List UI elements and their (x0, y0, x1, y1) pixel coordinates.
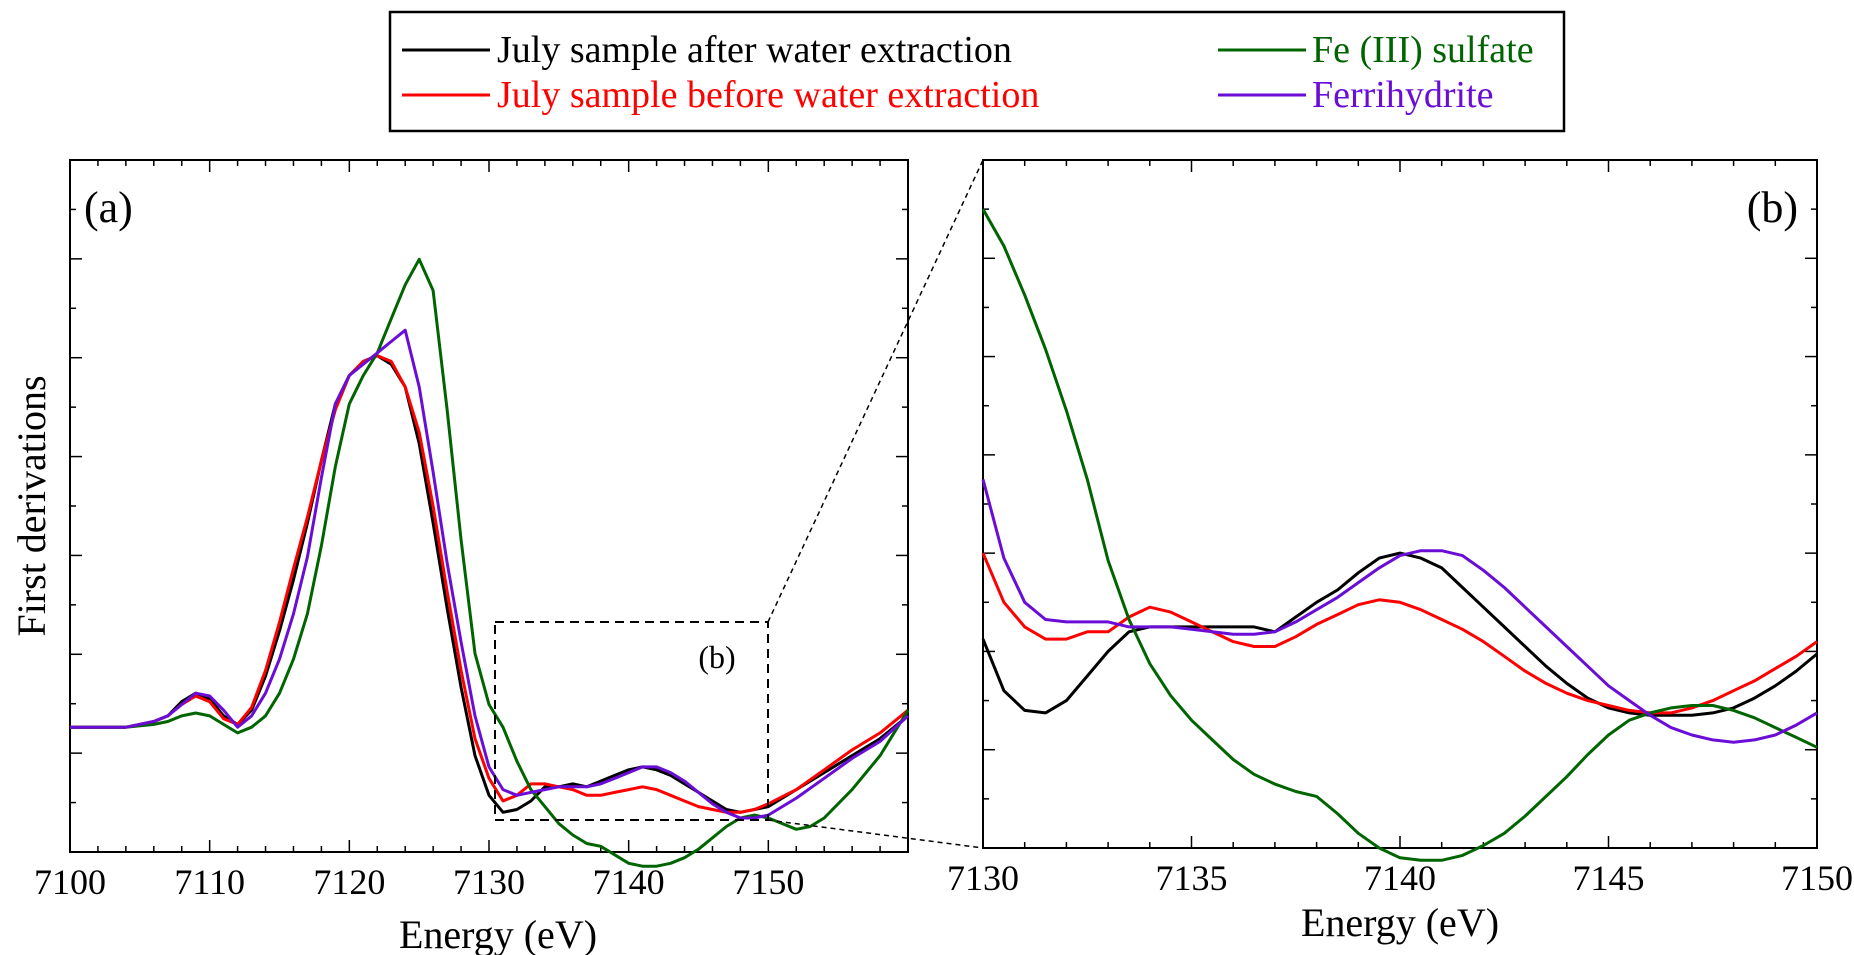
series-line-july-sample-after-water-extraction (70, 354, 909, 814)
panel-a: 7100 7110 7120 7130 7140 7150 (b) (a) Energy … (9, 159, 910, 955)
panel-a-ylabel: First derivations (9, 375, 54, 636)
legend-label-sulfate: Fe (III) sulfate (1312, 29, 1534, 71)
legend-label-after: July sample after water extraction (497, 29, 1012, 71)
panel-a-series (70, 257, 910, 868)
panel-b: 7130 7135 7140 7145 7150 (b) Energy (eV) (947, 159, 1853, 945)
panel-b-series (981, 208, 1818, 862)
x-tick-label: 7130 (947, 858, 1019, 898)
x-tick-label: 7145 (1573, 858, 1645, 898)
x-tick-label: 7130 (453, 862, 525, 902)
series-line-ferrihydrite (981, 479, 1818, 744)
panel-b-xlabel: Energy (eV) (1301, 900, 1499, 945)
zoom-region-label: (b) (698, 639, 735, 675)
series-line-july-sample-before-water-extraction (70, 354, 909, 814)
x-tick-label: 7120 (313, 862, 385, 902)
legend-label-ferrihydrite: Ferrihydrite (1312, 74, 1494, 116)
x-tick-label: 7140 (593, 862, 665, 902)
zoom-region-box (494, 621, 769, 821)
legend: July sample after water extraction July … (388, 10, 1566, 133)
series-line-fe-iii-sulfate (981, 208, 1818, 862)
zoom-connector-bottom (767, 819, 984, 849)
panel-a-frame (69, 159, 909, 853)
x-tick-label: 7110 (174, 862, 245, 902)
panel-b-frame (982, 159, 1818, 849)
legend-label-before: July sample before water extraction (497, 74, 1039, 116)
x-tick-label: 7140 (1364, 858, 1436, 898)
panel-a-xlabel: Energy (eV) (399, 912, 597, 955)
series-line-ferrihydrite (70, 328, 910, 820)
x-tick-label: 7100 (34, 862, 106, 902)
panel-b-label: (b) (1747, 183, 1798, 232)
x-tick-label: 7150 (1781, 858, 1853, 898)
panel-a-ticks: 7100 7110 7120 7130 7140 7150 (34, 159, 909, 902)
series-line-july-sample-before-water-extraction (981, 552, 1818, 715)
x-tick-label: 7135 (1156, 858, 1228, 898)
series-line-july-sample-after-water-extraction (981, 551, 1818, 717)
zoom-connector-top (767, 159, 984, 623)
panel-a-label: (a) (84, 183, 133, 232)
legend-box (388, 10, 1566, 133)
x-tick-label: 7150 (732, 862, 804, 902)
panel-b-ticks: 7130 7135 7140 7145 7150 (947, 159, 1853, 898)
